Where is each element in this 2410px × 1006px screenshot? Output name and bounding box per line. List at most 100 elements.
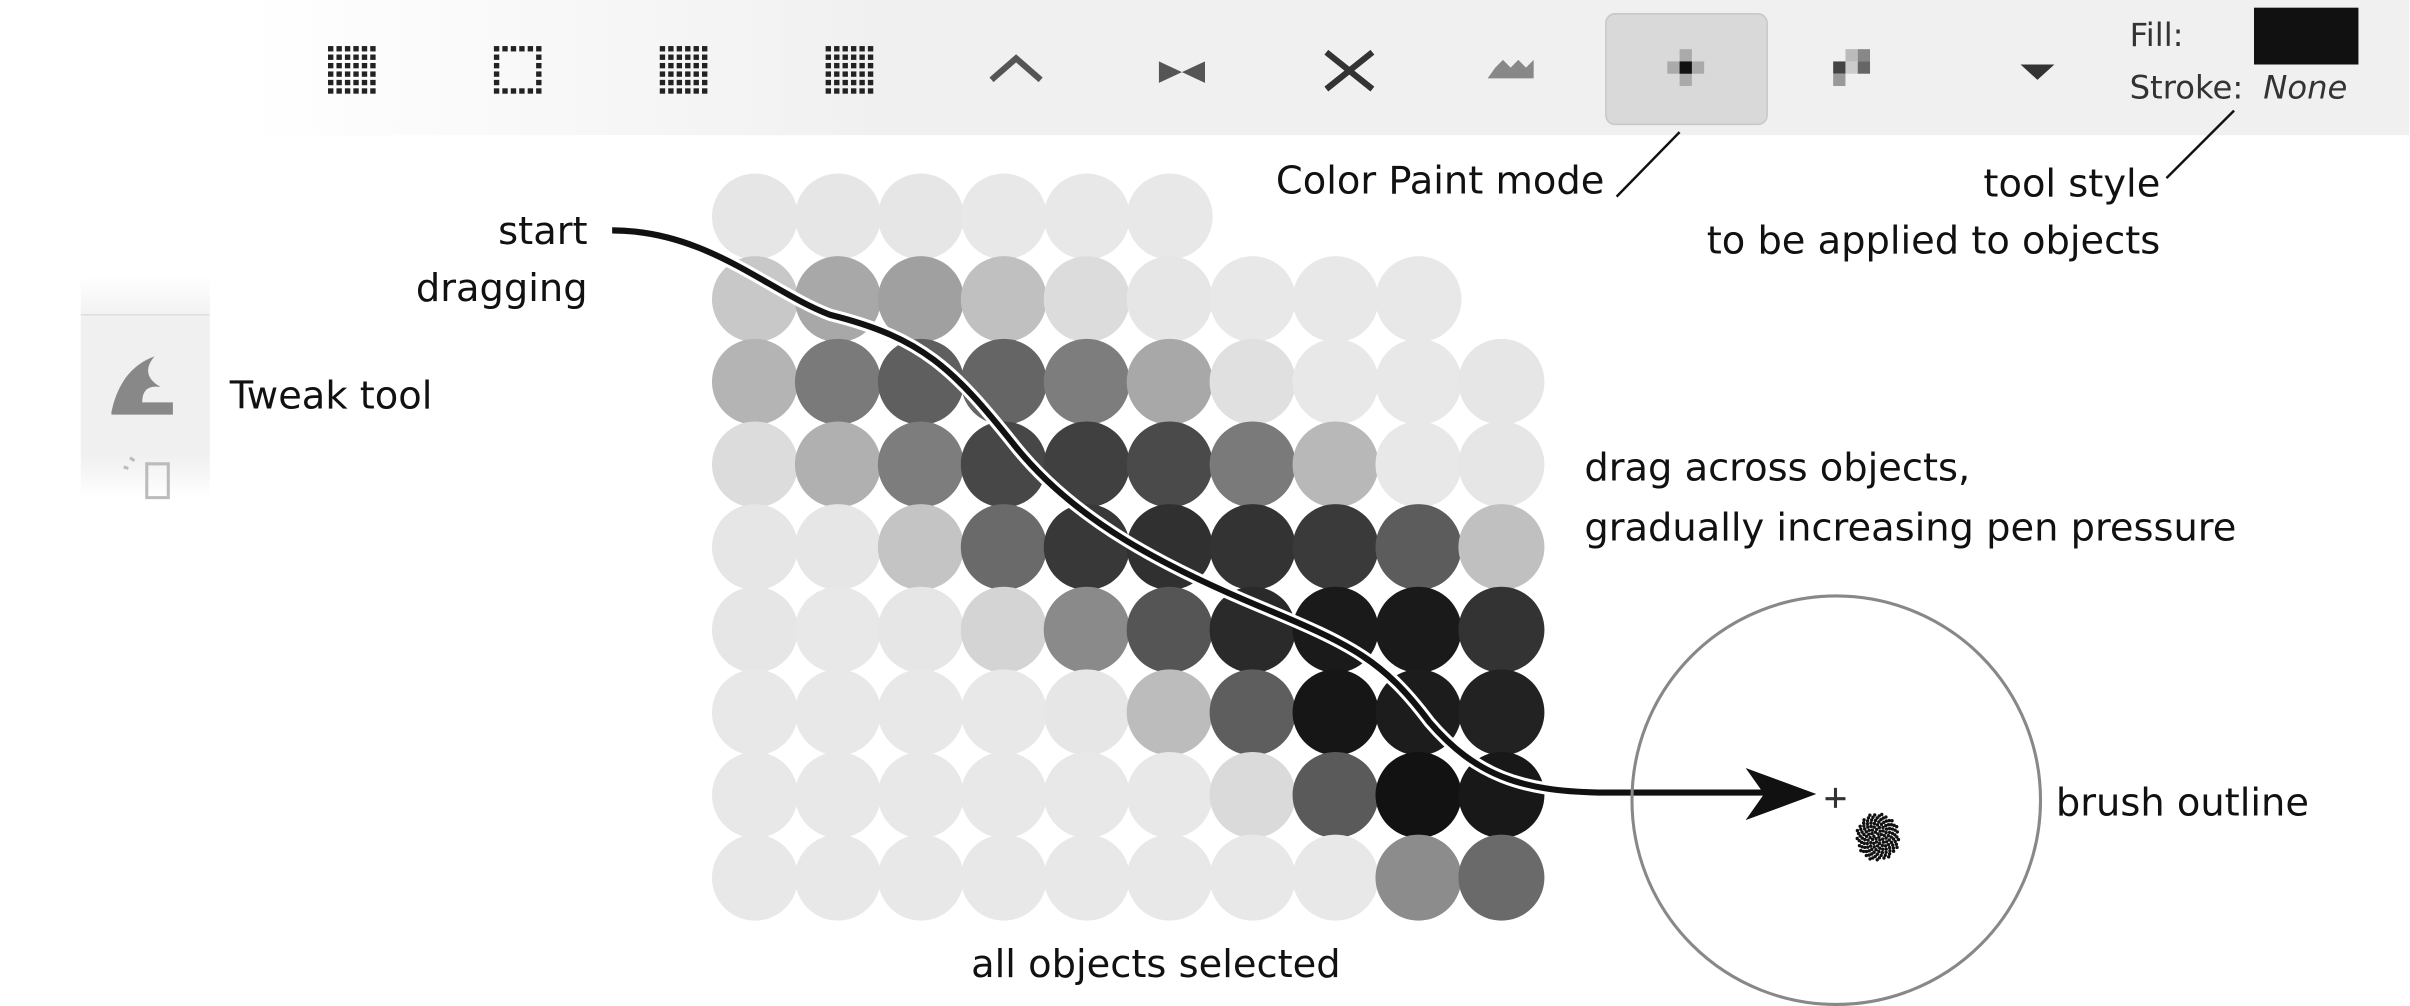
icon-dot bbox=[493, 79, 500, 86]
object-circle bbox=[1292, 256, 1379, 343]
drag-label: gradually increasing pen pressure bbox=[1584, 506, 2236, 551]
icon-dot bbox=[519, 88, 525, 94]
spray-dot bbox=[1875, 844, 1880, 848]
objects bbox=[711, 173, 1545, 921]
icon-dot bbox=[344, 71, 351, 77]
spray-dot bbox=[1884, 847, 1888, 851]
brush-label: brush outline bbox=[2056, 781, 2309, 826]
icon-dot bbox=[825, 46, 832, 52]
object-circle bbox=[1292, 834, 1379, 921]
icon-dot bbox=[685, 62, 691, 69]
spray-dot bbox=[1875, 852, 1879, 856]
icon-dot bbox=[361, 62, 368, 69]
spray-dot bbox=[1895, 830, 1900, 834]
spray-dot bbox=[1883, 844, 1888, 848]
spray-dot bbox=[1878, 838, 1882, 842]
spray-dot bbox=[1889, 835, 1893, 839]
icon-dot bbox=[353, 88, 359, 94]
dropdown-button[interactable] bbox=[2020, 64, 2055, 80]
spray-dot bbox=[1866, 838, 1870, 842]
object-circle bbox=[960, 173, 1047, 260]
tool-mode-button[interactable] bbox=[1487, 59, 1534, 79]
object-circle bbox=[1458, 504, 1545, 591]
spray-dot bbox=[1870, 847, 1874, 852]
object-circle bbox=[1126, 751, 1213, 838]
spray-dot bbox=[1877, 835, 1881, 839]
stroke-label: Stroke: bbox=[2130, 68, 2244, 106]
icon-dot bbox=[702, 79, 708, 86]
tool-mode-button[interactable] bbox=[659, 46, 708, 94]
spray-dot bbox=[1879, 853, 1883, 858]
icon-dot bbox=[336, 88, 342, 94]
tool-mode-button[interactable] bbox=[989, 54, 1043, 83]
icon-dot bbox=[370, 88, 376, 94]
tool-mode-button[interactable] bbox=[1158, 61, 1205, 83]
tool-mode-button[interactable] bbox=[493, 46, 542, 94]
spray-dot bbox=[1877, 849, 1881, 854]
spray-dot bbox=[1884, 850, 1888, 854]
tool-mode-button[interactable] bbox=[1324, 49, 1375, 92]
icon-dot bbox=[493, 46, 500, 52]
tweak-tool-icon[interactable] bbox=[111, 356, 173, 415]
icon-dot bbox=[344, 62, 351, 69]
tool-mode-button[interactable] bbox=[825, 46, 874, 94]
icon-shape bbox=[989, 54, 1043, 83]
object-circle bbox=[1126, 173, 1213, 260]
object-circle bbox=[1292, 751, 1379, 838]
tool-mode-button[interactable] bbox=[328, 46, 376, 94]
spray-dot bbox=[1877, 820, 1881, 824]
spray-dot bbox=[1889, 840, 1894, 845]
fill-swatch[interactable] bbox=[2254, 7, 2359, 65]
icon-dot bbox=[702, 62, 708, 69]
spray-dot bbox=[1867, 828, 1871, 832]
icon-dot bbox=[834, 88, 840, 94]
tool-mode-button[interactable] bbox=[1667, 49, 1705, 87]
object-circle bbox=[711, 421, 798, 508]
object-circle bbox=[794, 504, 881, 591]
object-circle bbox=[877, 669, 964, 756]
spray-dot bbox=[1880, 843, 1885, 848]
icon-dot bbox=[353, 46, 359, 52]
icon-dot bbox=[353, 71, 359, 77]
toolbar bbox=[243, 0, 2410, 136]
brush-cursor bbox=[1855, 812, 1901, 862]
spray-tool-icon[interactable] bbox=[123, 456, 170, 500]
object-circle bbox=[711, 834, 798, 921]
object-circle bbox=[1126, 504, 1213, 591]
icon-dot bbox=[510, 88, 517, 94]
object-circle bbox=[960, 669, 1047, 756]
spray-dot bbox=[1895, 824, 1899, 829]
spray-dot bbox=[1875, 827, 1879, 831]
icon-dot bbox=[867, 54, 874, 60]
icon-dot bbox=[336, 79, 342, 86]
icon-dot bbox=[510, 46, 517, 52]
icon-dot bbox=[702, 88, 708, 94]
icon-shape bbox=[1487, 59, 1534, 79]
icon-dot bbox=[336, 46, 342, 52]
icon-dot bbox=[668, 71, 674, 77]
spray-dot bbox=[1880, 850, 1885, 855]
spray-dot bbox=[1863, 827, 1867, 831]
icon-shape bbox=[1833, 73, 1846, 87]
icon-dot bbox=[344, 54, 351, 60]
icon-dot bbox=[685, 71, 691, 77]
object-circle bbox=[960, 834, 1047, 921]
icon-dot bbox=[850, 54, 857, 60]
tool-mode-button[interactable] bbox=[1833, 49, 1871, 87]
icon-dot bbox=[676, 79, 683, 86]
object-circle bbox=[711, 256, 798, 343]
icon-dot bbox=[353, 62, 359, 69]
spray-dot bbox=[1872, 841, 1876, 846]
spray-dot bbox=[1881, 825, 1885, 830]
icon-dot bbox=[825, 54, 832, 60]
spray-dot bbox=[1895, 835, 1899, 839]
icon-dot bbox=[859, 54, 865, 60]
icon-dot bbox=[659, 46, 666, 52]
icon-dot bbox=[693, 88, 699, 94]
icon-dot bbox=[668, 88, 674, 94]
icon-dot bbox=[676, 54, 683, 60]
spray-dot bbox=[1895, 845, 1899, 850]
style-label: tool style bbox=[1983, 162, 2160, 207]
spray-dot bbox=[1882, 856, 1886, 860]
icon-dot bbox=[702, 46, 708, 52]
